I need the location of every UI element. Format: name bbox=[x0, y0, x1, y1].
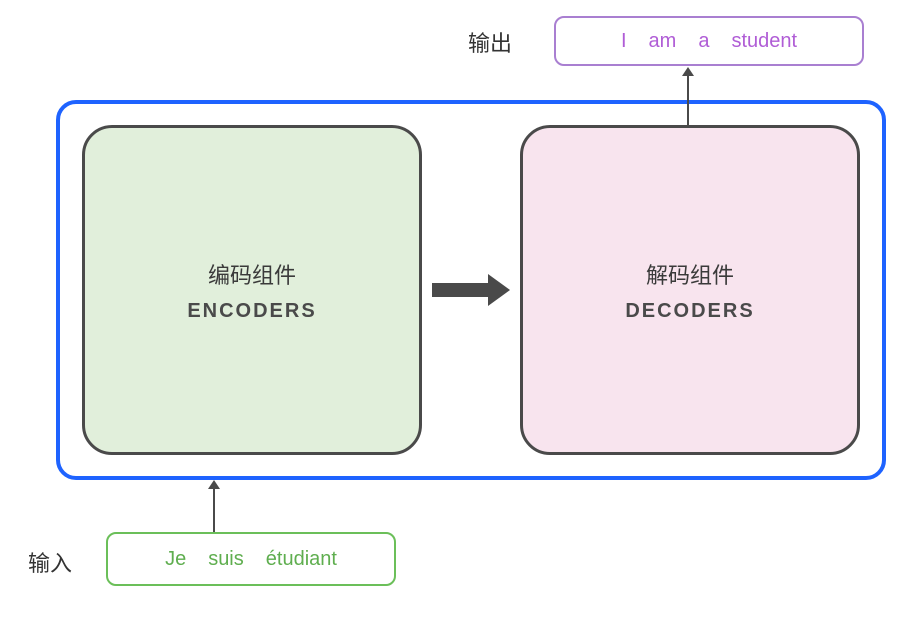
output-pill-word: I bbox=[621, 30, 627, 53]
flow-arrow-icon bbox=[432, 274, 510, 306]
decoder-box-title-en: DECODERS bbox=[625, 300, 754, 323]
input-pill-word: Je bbox=[165, 548, 186, 571]
output-pill-word: am bbox=[649, 30, 677, 53]
input-pill-word: étudiant bbox=[266, 548, 337, 571]
output-arrow-icon bbox=[682, 67, 694, 125]
encoder-box-title-en: ENCODERS bbox=[187, 300, 316, 323]
output-pill-word: a bbox=[698, 30, 709, 53]
input-pill: Jesuis étudiant bbox=[106, 532, 396, 586]
output-pill: Iama student bbox=[554, 16, 864, 66]
input-arrow-icon bbox=[208, 480, 220, 533]
output-pill-word: student bbox=[731, 30, 797, 53]
encoder-box-title-cn: 编码组件 bbox=[208, 258, 296, 290]
input-label: 输入 bbox=[28, 546, 72, 578]
encoder-box: 编码组件 ENCODERS bbox=[82, 125, 422, 455]
output-label: 输出 bbox=[468, 26, 512, 58]
decoder-box-title-cn: 解码组件 bbox=[646, 258, 734, 290]
input-pill-word: suis bbox=[208, 548, 244, 571]
decoder-box: 解码组件 DECODERS bbox=[520, 125, 860, 455]
